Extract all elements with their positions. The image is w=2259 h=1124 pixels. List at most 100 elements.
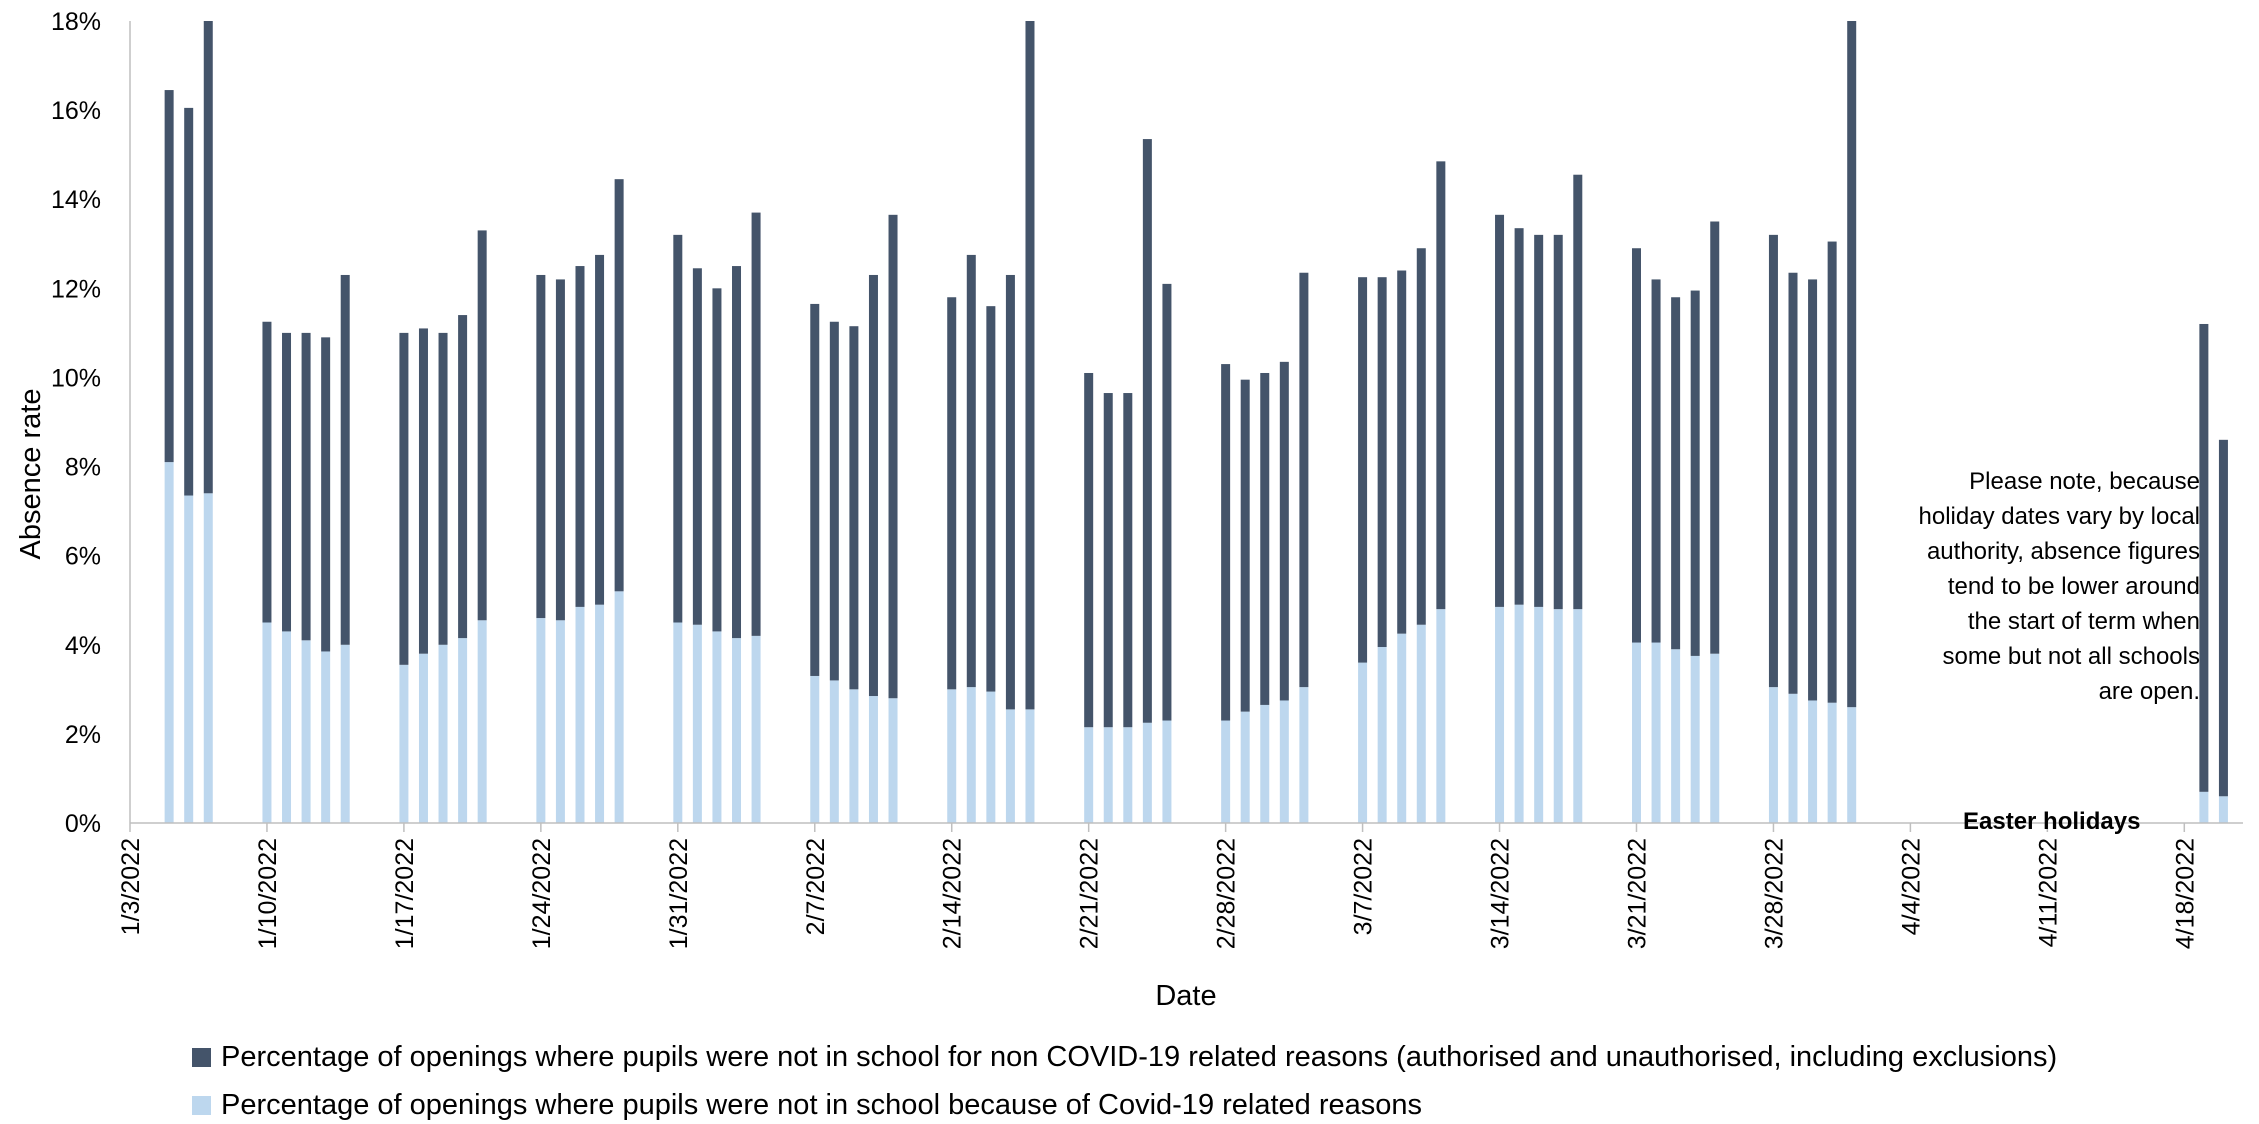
legend-item-covid: Percentage of openings where pupils were… <box>192 1088 1422 1122</box>
bar-non-covid <box>1651 279 1661 643</box>
bar-covid <box>477 620 487 823</box>
y-tick-label: 10% <box>51 364 101 392</box>
bar-covid <box>1397 633 1407 823</box>
bar-non-covid <box>1162 283 1172 721</box>
bar-covid <box>399 664 409 823</box>
y-tick-label: 12% <box>51 275 101 303</box>
bars <box>164 21 2228 823</box>
bar-covid <box>947 689 957 823</box>
bar-covid <box>1534 606 1544 823</box>
bar-covid <box>2218 796 2228 823</box>
bar-non-covid <box>1240 379 1250 712</box>
x-tick-label: 3/28/2022 <box>1760 838 1788 949</box>
bar-covid <box>2199 791 2209 823</box>
bar-covid <box>418 653 428 823</box>
bar-covid <box>458 638 468 823</box>
bar-covid <box>321 651 331 823</box>
bar-covid <box>1495 606 1505 823</box>
bar-non-covid <box>164 90 174 463</box>
bar-non-covid <box>301 332 311 641</box>
y-tick-label: 6% <box>65 543 101 571</box>
y-tick-label: 0% <box>65 810 101 838</box>
x-tick-label: 2/7/2022 <box>802 838 830 935</box>
bar-non-covid <box>614 179 624 592</box>
bar-non-covid <box>1573 174 1583 610</box>
bar-non-covid <box>1005 274 1015 710</box>
bar-non-covid <box>321 337 331 652</box>
x-tick-label: 4/11/2022 <box>2034 838 2062 947</box>
bar-covid <box>732 638 742 823</box>
bar-non-covid <box>1299 272 1309 688</box>
bar-non-covid <box>829 321 839 681</box>
bar-non-covid <box>595 254 605 605</box>
bar-non-covid <box>849 326 859 690</box>
easter-holidays-label: Easter holidays <box>1963 808 2141 835</box>
bar-non-covid <box>1690 290 1700 656</box>
bar-non-covid <box>810 303 820 676</box>
bar-non-covid <box>458 315 468 639</box>
bar-non-covid <box>1103 393 1113 728</box>
bar-non-covid <box>868 274 878 697</box>
bar-covid <box>1358 662 1368 823</box>
bar-non-covid <box>184 107 194 496</box>
bar-non-covid <box>438 332 448 645</box>
bar-covid <box>1025 709 1035 823</box>
bar-non-covid <box>418 328 428 654</box>
bar-non-covid <box>1671 297 1681 650</box>
bar-non-covid <box>1025 21 1035 710</box>
bar-non-covid <box>536 274 546 619</box>
x-tick-label: 4/18/2022 <box>2171 838 2199 949</box>
y-axis-title: Absence rate <box>15 389 47 560</box>
bar-covid <box>1123 727 1133 823</box>
bar-non-covid <box>282 332 292 632</box>
bar-covid <box>712 631 722 823</box>
holiday-note: Please note, because holiday dates vary … <box>1918 468 2200 705</box>
y-tick-label: 4% <box>65 632 101 660</box>
x-tick-label: 3/7/2022 <box>1350 838 1378 935</box>
bar-covid <box>340 644 350 823</box>
bar-non-covid <box>1631 248 1641 643</box>
bar-covid <box>164 462 174 823</box>
bar-non-covid <box>1847 21 1857 708</box>
bar-non-covid <box>2199 323 2209 792</box>
bar-non-covid <box>1397 270 1407 634</box>
bar-non-covid <box>1495 214 1505 607</box>
bar-non-covid <box>1827 241 1837 703</box>
x-tick-label: 1/17/2022 <box>391 838 419 949</box>
bar-non-covid <box>1084 372 1094 728</box>
bar-covid <box>1808 700 1818 823</box>
x-tick-label: 1/10/2022 <box>254 838 282 949</box>
y-tick-label: 16% <box>51 97 101 125</box>
legend-swatch-covid <box>192 1095 211 1115</box>
x-tick-label: 1/3/2022 <box>117 838 145 935</box>
bar-non-covid <box>888 214 898 699</box>
bar-covid <box>1377 647 1387 823</box>
bar-non-covid <box>262 321 272 623</box>
y-tick-label: 14% <box>51 186 101 214</box>
bar-covid <box>301 640 311 823</box>
x-tick-label: 2/28/2022 <box>1213 838 1241 949</box>
bar-covid <box>1436 609 1446 823</box>
bar-covid <box>184 495 194 823</box>
bar-covid <box>1240 711 1250 823</box>
bar-covid <box>595 604 605 823</box>
bar-non-covid <box>692 268 702 625</box>
bar-non-covid <box>1710 221 1720 654</box>
legend-swatch-non-covid <box>192 1047 211 1067</box>
bar-non-covid <box>575 266 585 607</box>
x-tick-label: 1/31/2022 <box>665 838 693 949</box>
bar-non-covid <box>1788 272 1798 694</box>
bar-covid <box>1671 649 1681 823</box>
bar-non-covid <box>986 306 996 692</box>
bar-covid <box>1162 720 1172 823</box>
bar-non-covid <box>1514 228 1524 605</box>
bar-covid <box>536 618 546 823</box>
bar-non-covid <box>477 230 487 621</box>
bar-covid <box>1084 727 1094 823</box>
bar-covid <box>1651 642 1661 823</box>
bar-covid <box>614 591 624 823</box>
bar-covid <box>1553 609 1563 823</box>
bar-covid <box>575 606 585 823</box>
bar-non-covid <box>1534 234 1544 607</box>
